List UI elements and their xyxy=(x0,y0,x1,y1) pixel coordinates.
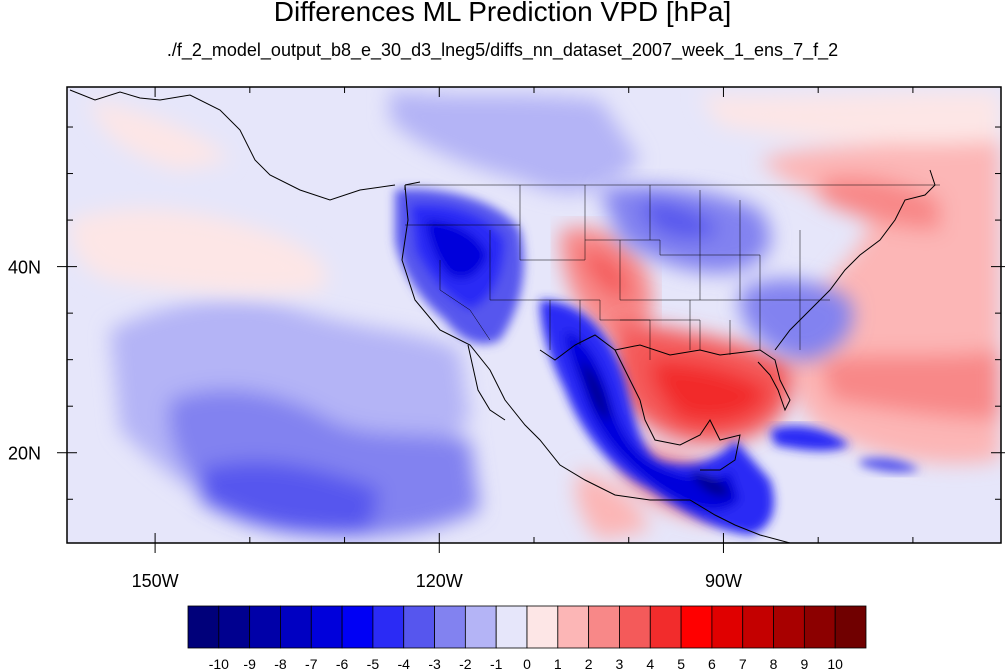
x-tick-label: 150W xyxy=(132,571,179,591)
colorbar-label: 6 xyxy=(708,656,716,672)
colorbar-swatch xyxy=(403,605,435,649)
colorbar-swatch xyxy=(619,605,651,649)
colorbar-label: 7 xyxy=(739,656,747,672)
colorbar-label: 8 xyxy=(770,656,778,672)
atlantic-positive-field xyxy=(700,91,1000,464)
east-us-negative xyxy=(600,186,853,360)
colorbar-swatch xyxy=(280,605,312,649)
colorbar-swatch xyxy=(711,605,744,649)
colorbar-swatch xyxy=(680,605,713,649)
colorbar-label: 2 xyxy=(585,656,593,672)
colorbar-label: -6 xyxy=(336,656,349,672)
colorbar-swatch xyxy=(649,605,682,649)
colorbar-label: 10 xyxy=(827,656,843,672)
colorbar-swatch xyxy=(187,605,220,649)
colorbar-label: -3 xyxy=(428,656,441,672)
colorbar-swatch xyxy=(557,605,590,649)
colorbar-swatch xyxy=(773,605,805,649)
colorbar-label: 9 xyxy=(800,656,808,672)
pacific-negative-field xyxy=(110,90,640,537)
chart-title: Differences ML Prediction VPD [hPa] xyxy=(273,0,732,27)
coastlines xyxy=(69,89,936,543)
colorbar-label: -7 xyxy=(305,656,318,672)
pacific-positive-field xyxy=(70,100,327,295)
colorbar-swatch xyxy=(742,605,774,649)
colorbar-label: -8 xyxy=(274,656,287,672)
colorbar-label: 1 xyxy=(554,656,562,672)
colorbar-label: 0 xyxy=(523,656,531,672)
colorbar-swatch xyxy=(588,605,620,649)
map-area xyxy=(67,87,1001,543)
southern-plains-positive xyxy=(560,227,653,342)
caribbean-negative xyxy=(770,425,920,473)
colorbar-label: -2 xyxy=(459,656,472,672)
colorbar-swatch xyxy=(803,605,836,649)
colorbar-label: 3 xyxy=(616,656,624,672)
colorbar-label: 4 xyxy=(646,656,654,672)
mexico-negative xyxy=(540,300,774,535)
colorbar-label: -5 xyxy=(367,656,380,672)
state-borders xyxy=(405,184,940,360)
colorbar-label: -1 xyxy=(490,656,503,672)
colorbar-swatch xyxy=(434,605,466,649)
chart-subtitle: ./f_2_model_output_b8_e_30_d3_lneg5/diff… xyxy=(166,40,839,60)
x-tick-label: 120W xyxy=(416,571,463,591)
colorbar-swatch xyxy=(526,605,559,649)
colorbar-swatch xyxy=(310,605,343,649)
colorbar: -10 -9 -8 -7 -6 -5 -4 -3 -2 -1 0 1 2 3 4 5 6 7 8 9 10 xyxy=(187,605,867,672)
axis-ticks xyxy=(57,87,1005,553)
y-tick-label: 40N xyxy=(8,258,41,278)
colorbar-label: 5 xyxy=(677,656,685,672)
colorbar-swatch xyxy=(372,605,405,649)
y-tick-label: 20N xyxy=(8,444,41,464)
colorbar-label: -10 xyxy=(209,656,229,672)
colorbar-swatch xyxy=(249,605,281,649)
west-us-negative xyxy=(395,189,524,344)
colorbar-swatch xyxy=(464,605,497,649)
axis-labels: 150W 120W 90W 40N 20N xyxy=(8,258,742,591)
colorbar-label: -4 xyxy=(398,656,411,672)
colorbar-label: -9 xyxy=(243,656,256,672)
colorbar-swatch xyxy=(834,605,867,649)
x-tick-label: 90W xyxy=(705,571,742,591)
colorbar-swatch xyxy=(341,605,374,649)
colorbar-swatch xyxy=(495,605,528,649)
colorbar-swatch xyxy=(218,605,251,649)
